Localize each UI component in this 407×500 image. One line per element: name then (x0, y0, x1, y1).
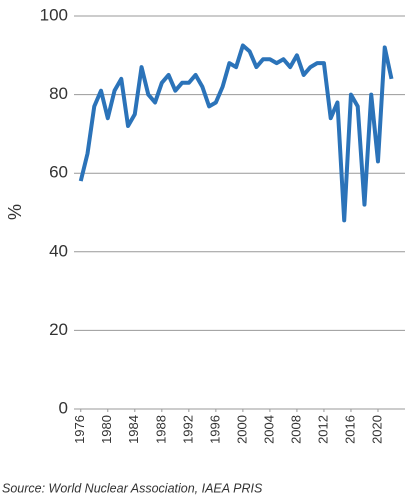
x-tick-label: 2008 (288, 415, 303, 444)
data-line (78, 43, 394, 223)
y-tick-label: 60 (49, 163, 68, 182)
x-tick-label: 2012 (315, 415, 330, 444)
x-tick-label: 2000 (234, 415, 249, 444)
x-tick-label: 1992 (180, 415, 195, 444)
x-tick-label: 2004 (261, 415, 276, 444)
x-tick-label: 1996 (207, 415, 222, 444)
x-tick-label: 2020 (369, 415, 384, 444)
x-tick-label: 1988 (153, 415, 168, 444)
x-tick-label: 1976 (72, 415, 87, 444)
x-tick-label: 1980 (99, 415, 114, 444)
y-axis-label: % (5, 204, 25, 220)
y-tick-label: 40 (49, 241, 68, 260)
y-tick-label: 80 (49, 84, 68, 103)
x-tick-label: 2016 (342, 415, 357, 444)
x-tick-label: 1984 (126, 415, 141, 444)
y-tick-label: 100 (40, 5, 68, 24)
y-tick-label: 20 (49, 320, 68, 339)
y-tick-label: 0 (59, 398, 68, 417)
source-note: Source: World Nuclear Association, IAEA … (2, 481, 263, 495)
